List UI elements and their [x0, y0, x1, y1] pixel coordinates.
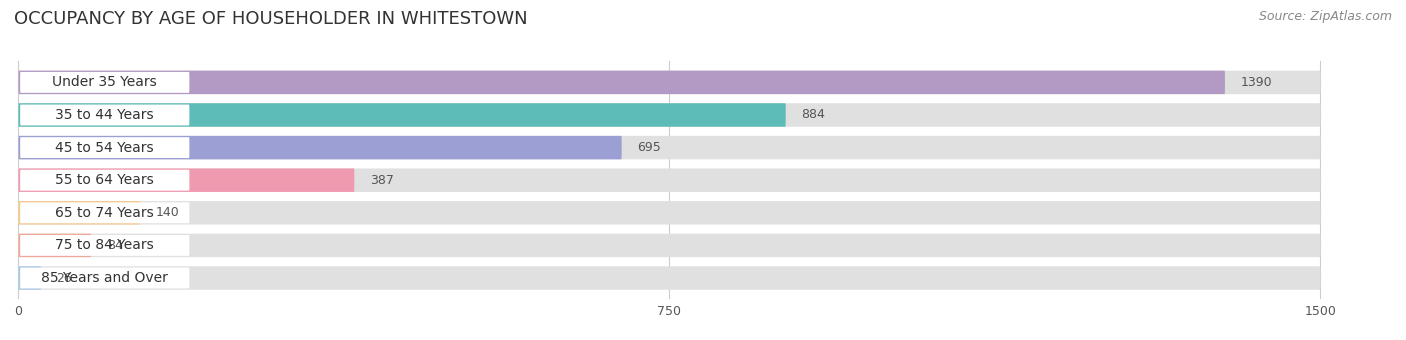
Text: 35 to 44 Years: 35 to 44 Years	[55, 108, 155, 122]
FancyBboxPatch shape	[18, 103, 1320, 127]
FancyBboxPatch shape	[18, 168, 1320, 192]
FancyBboxPatch shape	[18, 136, 621, 159]
FancyBboxPatch shape	[20, 105, 190, 125]
FancyBboxPatch shape	[18, 168, 354, 192]
FancyBboxPatch shape	[18, 103, 786, 127]
Text: 55 to 64 Years: 55 to 64 Years	[55, 173, 155, 187]
Text: 26: 26	[56, 272, 72, 285]
Text: OCCUPANCY BY AGE OF HOUSEHOLDER IN WHITESTOWN: OCCUPANCY BY AGE OF HOUSEHOLDER IN WHITE…	[14, 10, 527, 28]
Text: 84: 84	[107, 239, 122, 252]
FancyBboxPatch shape	[20, 235, 190, 256]
FancyBboxPatch shape	[18, 201, 141, 224]
FancyBboxPatch shape	[18, 71, 1225, 94]
FancyBboxPatch shape	[18, 266, 41, 290]
Text: 65 to 74 Years: 65 to 74 Years	[55, 206, 155, 220]
Text: Under 35 Years: Under 35 Years	[52, 75, 157, 89]
Text: 75 to 84 Years: 75 to 84 Years	[55, 238, 155, 252]
Text: 1390: 1390	[1240, 76, 1272, 89]
FancyBboxPatch shape	[18, 201, 1320, 224]
Text: 884: 884	[801, 108, 825, 121]
FancyBboxPatch shape	[18, 136, 1320, 159]
FancyBboxPatch shape	[20, 202, 190, 223]
FancyBboxPatch shape	[18, 71, 1320, 94]
Text: Source: ZipAtlas.com: Source: ZipAtlas.com	[1258, 10, 1392, 23]
FancyBboxPatch shape	[18, 266, 1320, 290]
FancyBboxPatch shape	[18, 234, 1320, 257]
Text: 387: 387	[370, 174, 394, 187]
FancyBboxPatch shape	[20, 170, 190, 191]
Text: 140: 140	[156, 206, 180, 219]
FancyBboxPatch shape	[20, 268, 190, 288]
Text: 45 to 54 Years: 45 to 54 Years	[55, 141, 155, 155]
FancyBboxPatch shape	[18, 234, 91, 257]
FancyBboxPatch shape	[20, 72, 190, 93]
Text: 695: 695	[637, 141, 661, 154]
Text: 85 Years and Over: 85 Years and Over	[41, 271, 169, 285]
FancyBboxPatch shape	[20, 137, 190, 158]
